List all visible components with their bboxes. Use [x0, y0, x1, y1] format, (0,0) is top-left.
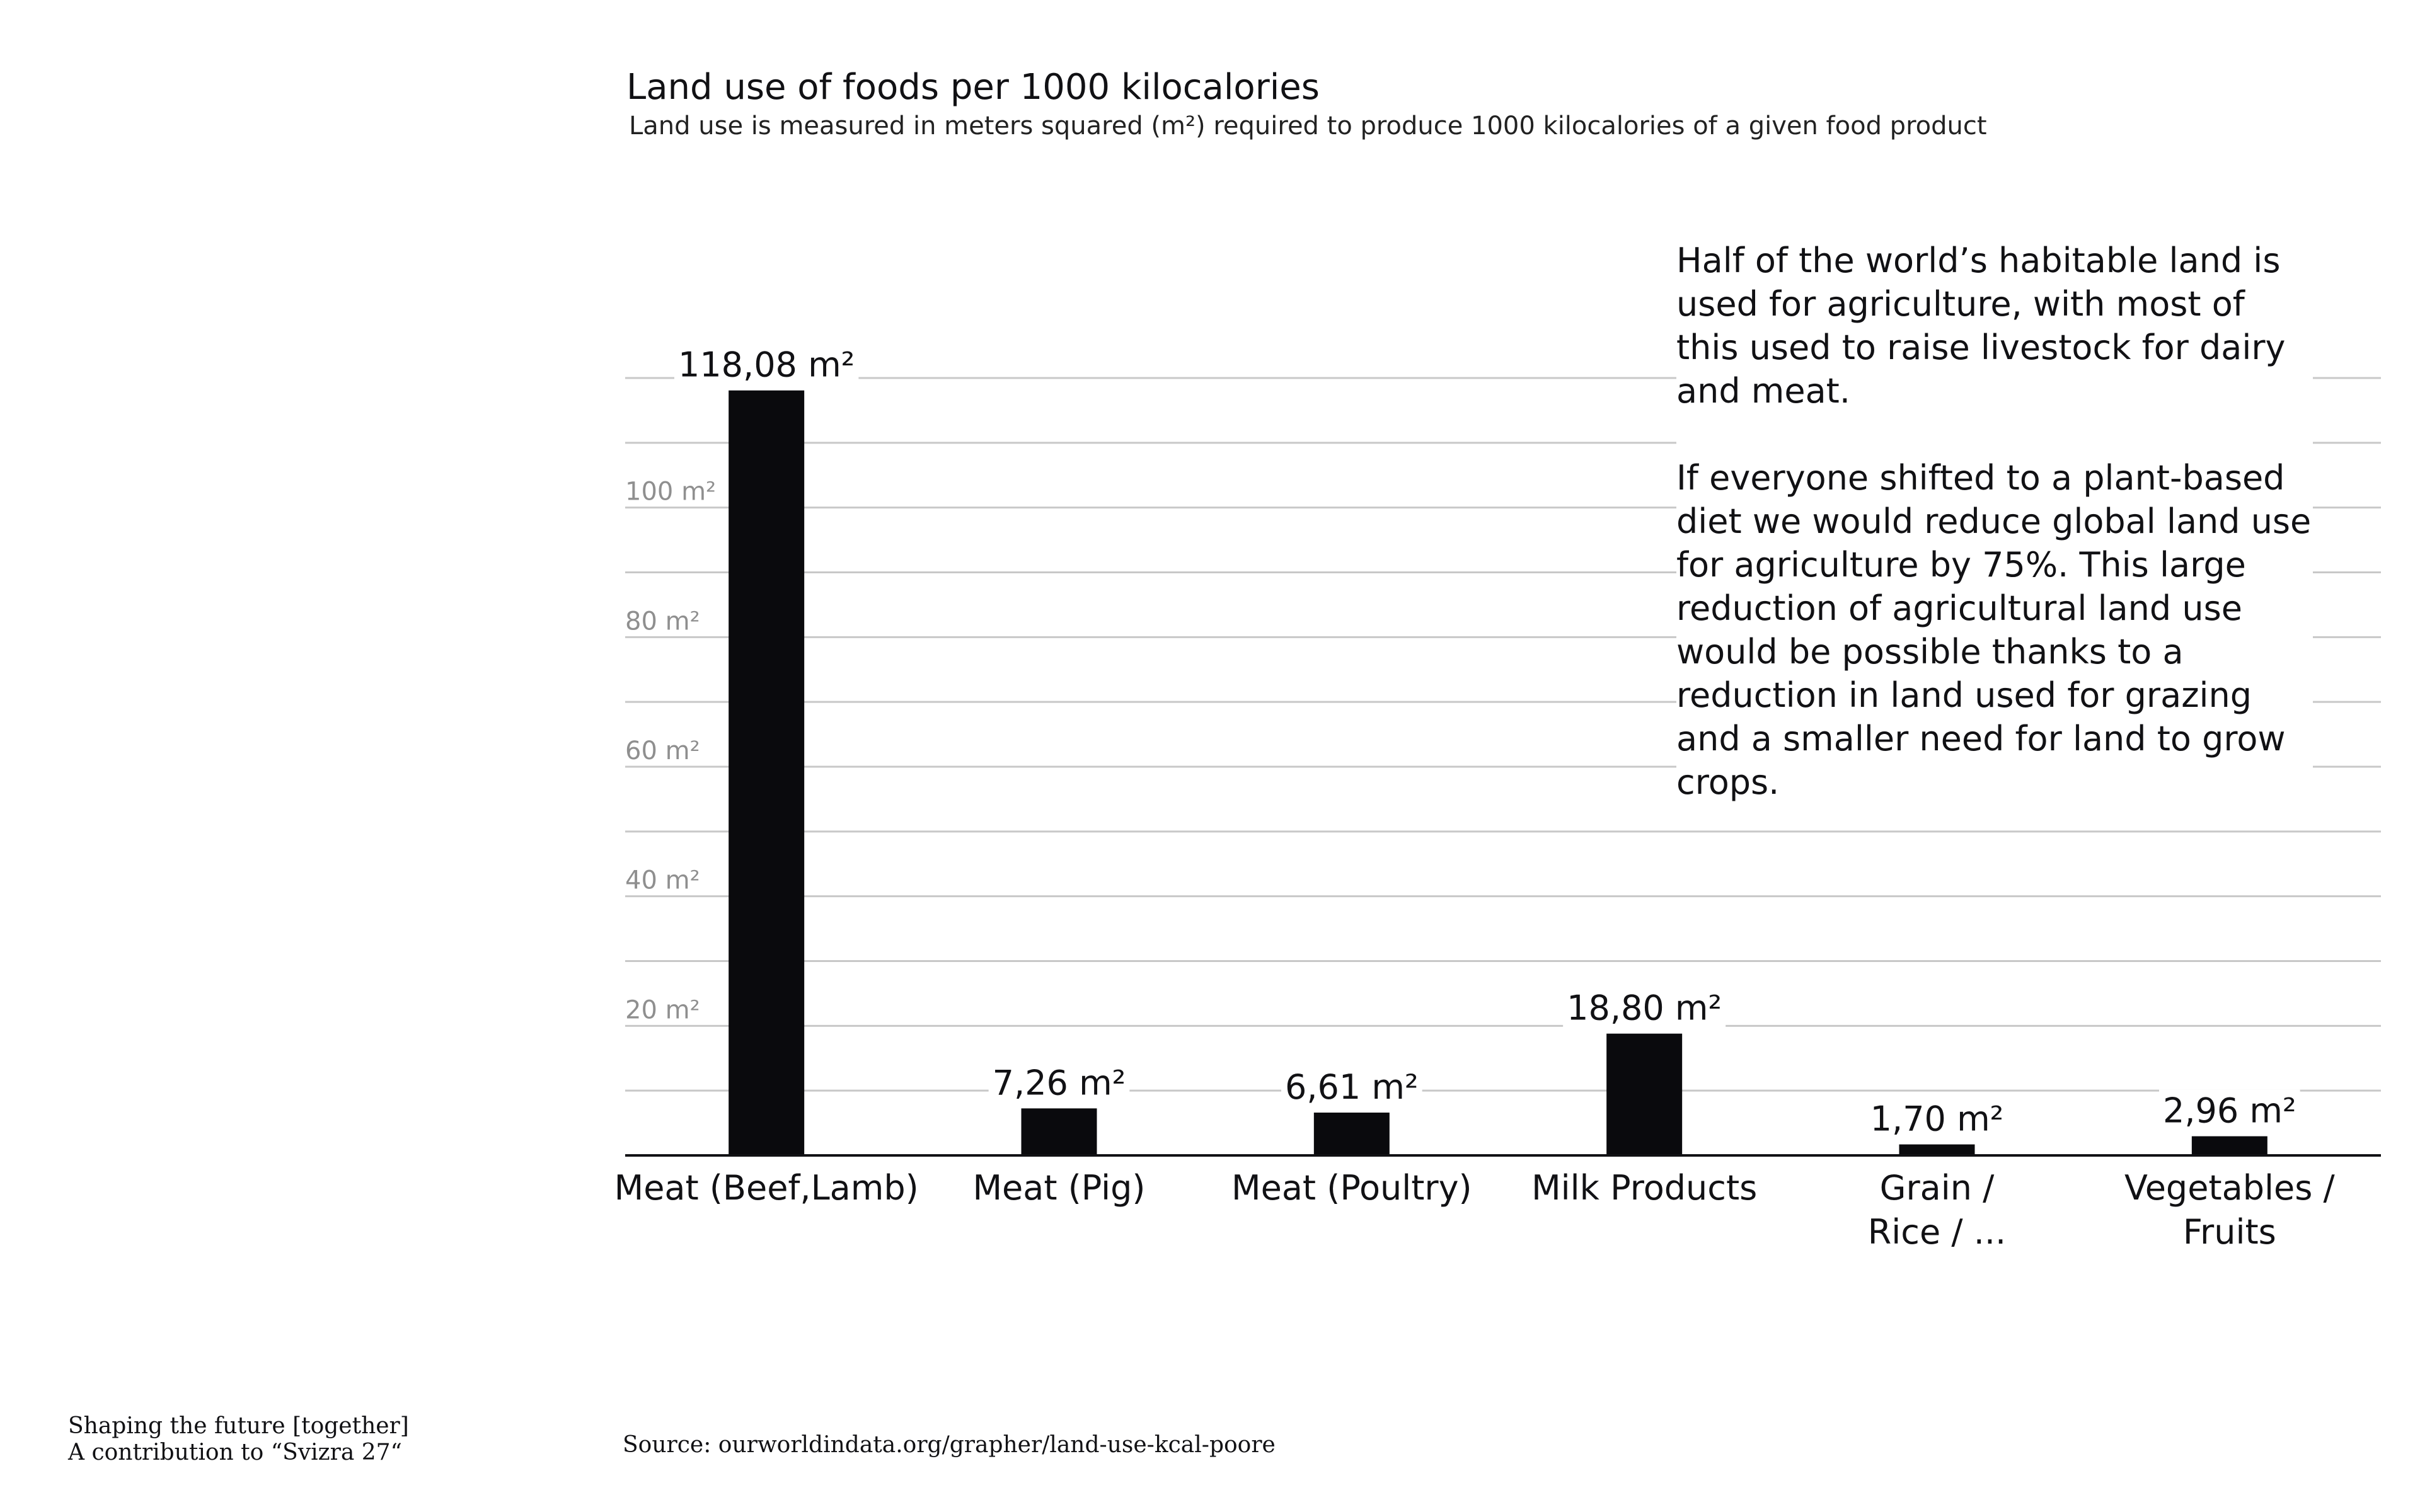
y-tick-label: 20 m²	[625, 995, 700, 1024]
data-label-text: 1,70 m²	[1870, 1099, 2004, 1139]
footer-credit: Shaping the future [together] A contribu…	[68, 1413, 409, 1466]
data-label: 6,61 m²	[1281, 1066, 1422, 1109]
source-note: Source: ourworldindata.org/grapher/land-…	[623, 1432, 1276, 1458]
bar	[2191, 1136, 2267, 1155]
data-label: 2,96 m²	[2159, 1089, 2300, 1132]
y-tick-label: 100 m²	[625, 478, 716, 507]
category-label: Meat (Beef,Lamb)	[614, 1168, 919, 1208]
data-label-background	[988, 1062, 1130, 1104]
data-label-text: 118,08 m²	[678, 345, 855, 385]
category-label: Meat (Poultry)	[1231, 1168, 1472, 1208]
data-label: 118,08 m²	[674, 343, 859, 386]
annotation-box: Half of the world’s habitable land is us…	[1676, 236, 2313, 809]
bar	[1021, 1108, 1097, 1155]
data-label-text: 6,61 m²	[1285, 1067, 1419, 1107]
data-label: 18,80 m²	[1563, 987, 1726, 1029]
annotation-paragraph-2: If everyone shifted to a plant-based die…	[1676, 458, 2312, 802]
y-tick-label: 80 m²	[625, 607, 700, 636]
annotation-paragraph-1: Half of the world’s habitable land is us…	[1676, 241, 2286, 411]
y-tick-labels: 20 m² 40 m² 60 m² 80 m² 100 m²	[625, 478, 716, 1025]
data-label-background	[2159, 1089, 2300, 1132]
data-label-background	[1563, 987, 1726, 1029]
category-labels: Meat (Beef,Lamb) Meat (Pig) Meat (Poultry)…	[614, 1168, 2336, 1252]
data-label-text: 18,80 m²	[1567, 988, 1722, 1028]
y-tick-label: 60 m²	[625, 736, 700, 765]
category-label: Grain / Rice / ...	[1868, 1168, 2006, 1252]
category-label: Vegetables / Fruits	[2124, 1168, 2336, 1252]
data-label: 1,70 m²	[1866, 1097, 2008, 1140]
data-label-background	[1281, 1066, 1422, 1109]
data-label-text: 2,96 m²	[2163, 1091, 2296, 1131]
bars	[729, 390, 2267, 1155]
bar	[1313, 1113, 1390, 1155]
data-labels: 118,08 m² 7,26 m² 6,61 m² 18,80 m² 1,70 m² 2,…	[674, 343, 2300, 1140]
chart-subtitle: Land use is measured in meters squared (…	[629, 112, 1987, 140]
data-label-text: 7,26 m²	[993, 1063, 1126, 1102]
y-tick-label: 40 m²	[625, 866, 700, 895]
bar	[729, 390, 805, 1155]
category-label: Milk Products	[1531, 1168, 1757, 1208]
category-label: Meat (Pig)	[972, 1168, 1145, 1208]
bar	[1899, 1144, 1975, 1155]
bar	[1606, 1033, 1683, 1155]
chart-title: Land use of foods per 1000 kilocalories	[626, 67, 1320, 108]
data-label-background	[674, 343, 859, 386]
footer-line-2: A contribution to “Svizra 27“	[68, 1440, 402, 1465]
data-label: 7,26 m²	[988, 1062, 1130, 1104]
data-label-background	[1866, 1097, 2008, 1140]
footer-line-1: Shaping the future [together]	[68, 1413, 409, 1439]
